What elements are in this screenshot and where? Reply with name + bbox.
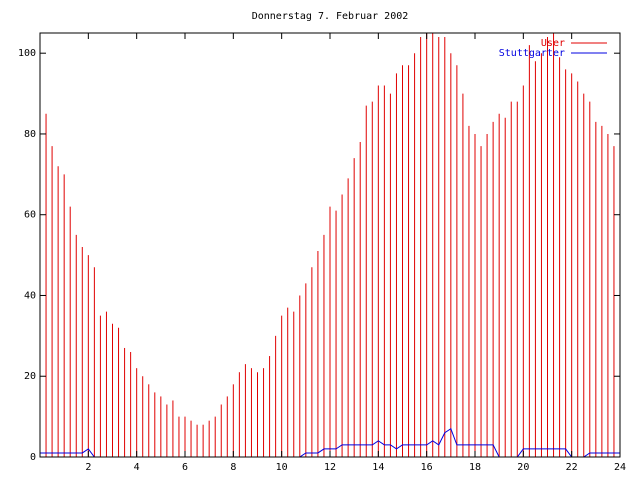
y-tick-label: 60	[24, 210, 36, 221]
plot-area	[40, 33, 620, 457]
y-tick-label: 20	[24, 371, 36, 382]
x-tick-label: 6	[182, 462, 188, 473]
x-tick-label: 8	[230, 462, 236, 473]
y-tick-label: 40	[24, 290, 36, 301]
x-tick-label: 2	[85, 462, 91, 473]
y-tick-label: 100	[18, 48, 36, 59]
x-tick-label: 12	[324, 462, 336, 473]
x-tick-label: 18	[469, 462, 481, 473]
x-tick-label: 4	[134, 462, 140, 473]
x-tick-label: 20	[517, 462, 529, 473]
y-tick-label: 0	[30, 452, 36, 463]
x-tick-label: 24	[614, 462, 626, 473]
legend-label: User	[541, 38, 565, 49]
x-tick-label: 22	[566, 462, 578, 473]
x-tick-label: 10	[276, 462, 288, 473]
x-tick-label: 16	[421, 462, 433, 473]
series-line	[40, 427, 620, 457]
chart-title: Donnerstag 7. Februar 2002	[252, 11, 409, 22]
y-tick-label: 80	[24, 129, 36, 140]
x-tick-label: 14	[372, 462, 384, 473]
legend-label: Stuttgarter	[499, 48, 565, 59]
